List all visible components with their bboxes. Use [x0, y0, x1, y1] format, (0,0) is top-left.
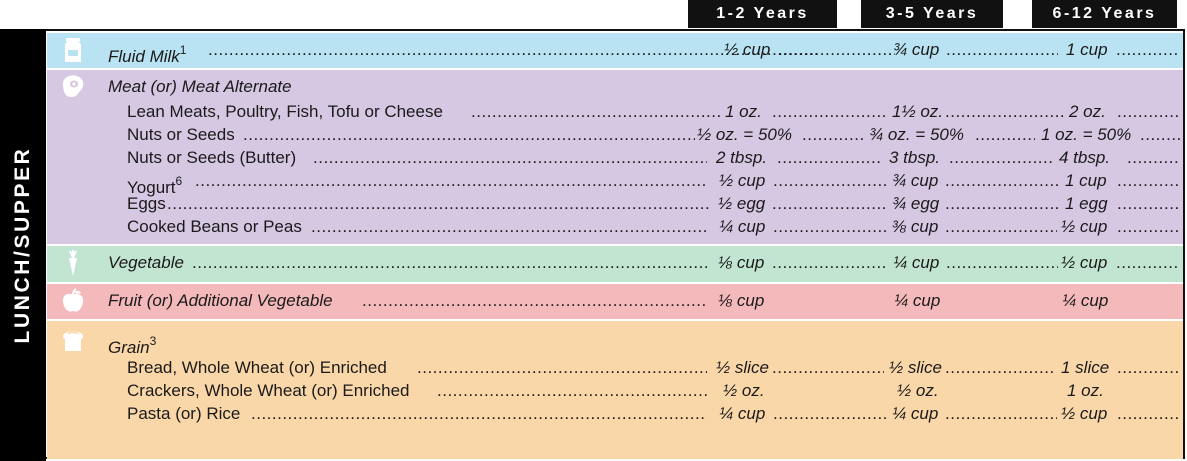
meat-item-value-3-5: ⅜ cup [892, 217, 939, 236]
meat-item-value-3-5: ¾ egg [892, 194, 940, 213]
meat-item-value-1-2: ½ oz. = 50% [697, 125, 792, 144]
bread-icon [63, 331, 83, 351]
meat-item-row: Eggs ½ egg ¾ egg 1 egg [127, 193, 1180, 215]
grain-label: Grain3 [108, 334, 157, 357]
meat-item-value-3-5: 1½ oz. [892, 102, 944, 121]
grain-item-value-3-5: ¼ cup [892, 404, 939, 423]
meat-item-value-1-2: ½ cup [719, 171, 766, 190]
grain-item-value-1-2: ½ oz. [723, 381, 765, 400]
meat-item-value-6-12: 1 oz. = 50% [1041, 125, 1132, 144]
meat-item-label: Cooked Beans or Peas [127, 217, 302, 236]
meat-heading-row: Meat (or) Meat Alternate [108, 76, 708, 98]
meat-item-label: Nuts or Seeds [127, 125, 235, 144]
vegetable-value-1-2: ⅛ cup [718, 253, 765, 272]
meat-item-label: Nuts or Seeds (Butter) [127, 148, 297, 167]
meat-item-row: Nuts or Seeds (Butter) 2 tbsp. 3 tbsp. 4… [127, 147, 1180, 169]
vegetable-row: Vegetable ⅛ cup ¼ cup ½ cup [108, 252, 1180, 274]
vegetable-label: Vegetable [108, 253, 184, 272]
grain-item-value-1-2: ¼ cup [719, 404, 766, 423]
grain-item-value-6-12: 1 oz. [1067, 381, 1104, 400]
meat-item-value-1-2: ¼ cup [719, 217, 766, 236]
fruit-label: Fruit (or) Additional Vegetable [108, 291, 333, 310]
vegetable-value-6-12: ½ cup [1061, 253, 1108, 272]
grain-item-label: Crackers, Whole Wheat (or) Enriched [127, 381, 410, 400]
apple-icon [62, 288, 84, 312]
meat-item-value-6-12: ½ cup [1061, 217, 1108, 236]
milk-row: Fluid Milk1 ½ cup ¾ cup 1 cup [108, 39, 1180, 66]
meat-item-value-3-5: ¾ cup [892, 171, 939, 190]
carrot-icon [69, 250, 77, 276]
fruit-value-3-5: ¼ cup [894, 291, 941, 310]
meat-item-value-3-5: 3 tbsp. [889, 148, 941, 167]
fruit-row: Fruit (or) Additional Vegetable ⅛ cup ¼ … [108, 290, 1180, 312]
age-header-3-5: 3-5 Years [861, 0, 1003, 28]
grain-item-value-6-12: 1 slice [1061, 358, 1110, 377]
vegetable-value-3-5: ¼ cup [893, 253, 940, 272]
grain-item-label: Bread, Whole Wheat (or) Enriched [127, 358, 387, 377]
milk-label: Fluid Milk1 [108, 43, 187, 66]
fruit-value-1-2: ⅛ cup [718, 291, 765, 310]
meat-item-value-6-12: 4 tbsp. [1059, 148, 1111, 167]
meat-label: Meat (or) Meat Alternate [108, 77, 292, 96]
meat-item-label: Yogurt6 [127, 174, 183, 197]
grain-item-label: Pasta (or) Rice [127, 404, 241, 423]
meat-item-value-1-2: 1 oz. [725, 102, 762, 121]
grain-item-row: Pasta (or) Rice ¼ cup ¼ cup ½ cup [127, 403, 1180, 425]
meat-item-row: Lean Meats, Poultry, Fish, Tofu or Chees… [127, 101, 1180, 123]
grain-item-row: Bread, Whole Wheat (or) Enriched ½ slice… [127, 357, 1180, 379]
meat-item-label: Lean Meats, Poultry, Fish, Tofu or Chees… [127, 102, 443, 121]
meat-item-value-1-2: 2 tbsp. [716, 148, 768, 167]
meat-item-value-6-12: 1 cup [1065, 171, 1107, 190]
grain-heading-row: Grain3 [108, 330, 408, 357]
meat-item-row: Yogurt6 ½ cup ¾ cup 1 cup [127, 170, 1180, 197]
grain-item-value-6-12: ½ cup [1061, 404, 1108, 423]
meat-item-label: Eggs [127, 194, 166, 213]
meat-item-value-6-12: 2 oz. [1069, 102, 1106, 121]
milk-value-3-5: ¾ cup [893, 40, 940, 59]
age-header-6-12: 6-12 Years [1032, 0, 1177, 28]
milk-value-1-2: ½ cup [724, 40, 771, 59]
grain-item-row: Crackers, Whole Wheat (or) Enriched ½ oz… [127, 380, 1180, 402]
grain-item-value-3-5: ½ oz. [897, 381, 939, 400]
fruit-value-6-12: ¼ cup [1062, 291, 1109, 310]
age-header-1-2: 1-2 Years [688, 0, 837, 28]
meal-type-label: LUNCH/SUPPER [11, 146, 34, 344]
meat-item-row: Cooked Beans or Peas ¼ cup ⅜ cup ½ cup [127, 216, 1180, 238]
grain-item-value-3-5: ½ slice [889, 358, 942, 377]
steak-icon [63, 75, 84, 97]
meat-item-value-1-2: ½ egg [718, 194, 766, 213]
meat-item-value-6-12: 1 egg [1065, 194, 1108, 213]
meat-item-row: Nuts or Seeds ½ oz. = 50% ¾ oz. = 50% 1 … [127, 124, 1180, 146]
meal-type-bar [0, 29, 46, 461]
milk-carton-icon [65, 38, 81, 62]
meat-item-value-3-5: ¾ oz. = 50% [869, 125, 964, 144]
grain-item-value-1-2: ½ slice [716, 358, 769, 377]
milk-value-6-12: 1 cup [1066, 40, 1108, 59]
